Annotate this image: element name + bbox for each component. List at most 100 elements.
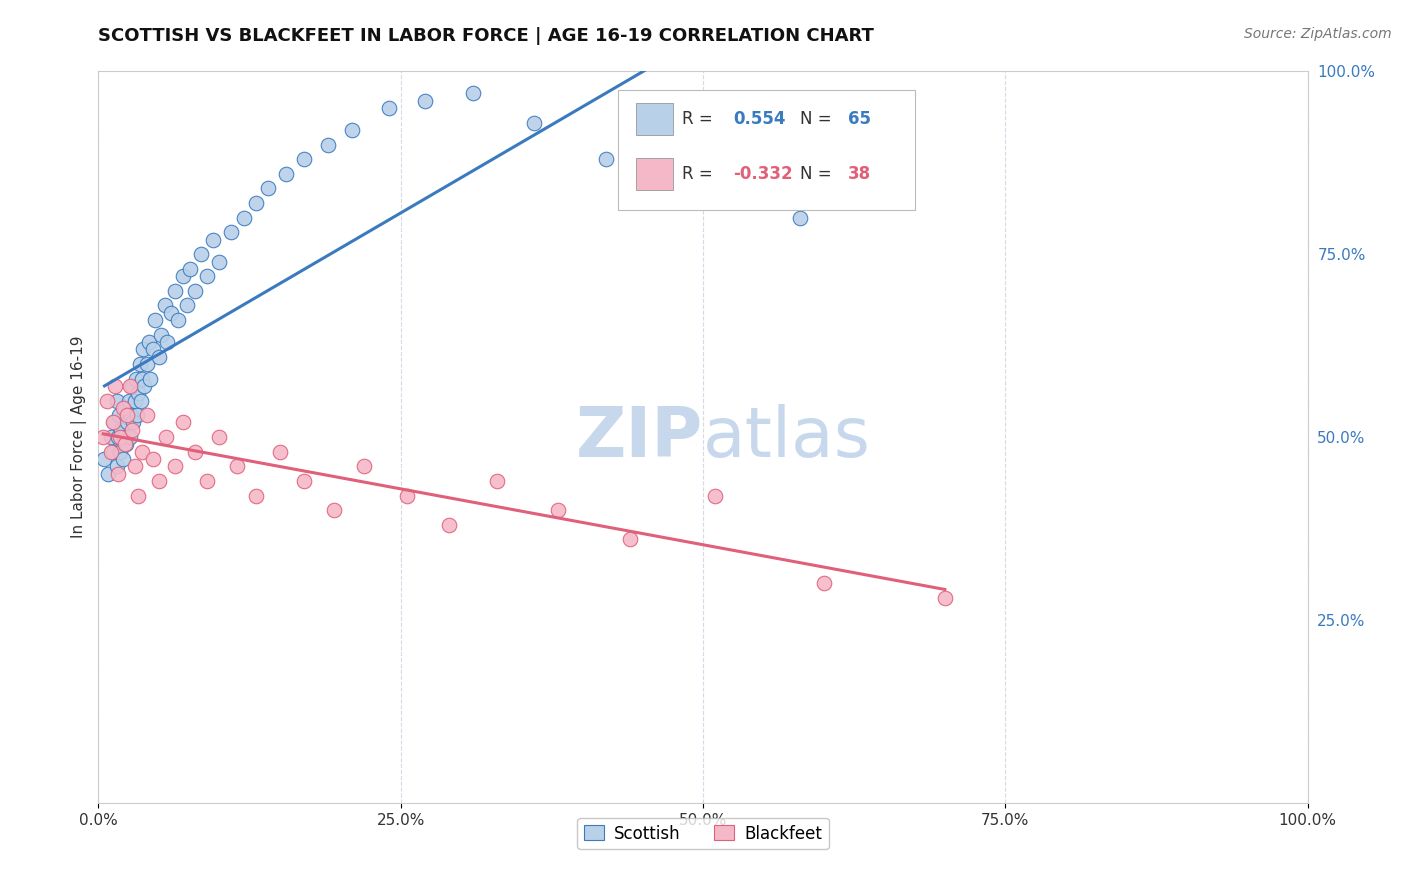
Point: [934, 591, 956, 605]
Point: [117, 416, 139, 430]
Point: [342, 123, 364, 137]
Point: [122, 416, 145, 430]
Point: [105, 459, 128, 474]
Text: ZIP: ZIP: [575, 403, 703, 471]
FancyBboxPatch shape: [619, 90, 915, 211]
Point: [547, 503, 569, 517]
Text: R =: R =: [682, 165, 718, 183]
Bar: [637, 158, 672, 190]
Point: [413, 94, 436, 108]
Point: [105, 393, 128, 408]
Text: N =: N =: [800, 165, 837, 183]
Point: [107, 430, 129, 444]
Point: [148, 474, 170, 488]
Text: 65: 65: [848, 110, 872, 128]
Text: N =: N =: [800, 110, 837, 128]
Point: [118, 393, 141, 408]
Text: 38: 38: [848, 165, 872, 183]
Point: [108, 430, 131, 444]
Point: [115, 437, 138, 451]
Point: [813, 576, 835, 591]
Point: [163, 459, 186, 474]
Point: [195, 474, 218, 488]
Point: [114, 401, 136, 415]
Point: [101, 416, 124, 430]
Y-axis label: In Labor Force | Age 16-19: In Labor Force | Age 16-19: [72, 335, 87, 539]
Point: [195, 269, 218, 284]
Point: [190, 247, 212, 261]
Point: [107, 467, 129, 481]
Point: [245, 489, 267, 503]
Point: [316, 137, 339, 152]
Point: [167, 313, 190, 327]
Point: [131, 371, 153, 385]
Point: [184, 284, 207, 298]
Point: [101, 444, 124, 458]
Point: [110, 423, 132, 437]
Point: [172, 416, 194, 430]
Point: [104, 379, 127, 393]
Point: [208, 430, 231, 444]
Point: [292, 474, 315, 488]
Point: [127, 386, 149, 401]
Point: [114, 437, 136, 451]
Point: [176, 298, 198, 312]
Point: [221, 225, 243, 239]
Point: [163, 284, 186, 298]
Point: [125, 371, 148, 385]
Point: [131, 444, 153, 458]
Point: [155, 430, 177, 444]
Point: [117, 408, 139, 422]
Point: [153, 298, 176, 312]
Point: [143, 313, 166, 327]
Point: [160, 306, 183, 320]
Point: [323, 503, 346, 517]
Point: [208, 254, 231, 268]
Point: [437, 517, 460, 532]
Point: [108, 444, 131, 458]
Point: [704, 489, 727, 503]
Point: [138, 334, 160, 349]
Text: Source: ZipAtlas.com: Source: ZipAtlas.com: [1244, 27, 1392, 41]
Point: [135, 408, 157, 422]
Point: [118, 379, 141, 393]
Point: [129, 393, 152, 408]
Point: [679, 174, 702, 188]
Point: [486, 474, 509, 488]
Point: [232, 211, 254, 225]
Point: [111, 452, 134, 467]
Point: [118, 430, 141, 444]
Point: [179, 261, 201, 276]
Point: [91, 430, 114, 444]
Text: -0.332: -0.332: [734, 165, 793, 183]
Point: [377, 101, 399, 115]
Point: [142, 452, 165, 467]
Point: [292, 152, 315, 166]
Bar: [637, 103, 672, 135]
Point: [353, 459, 375, 474]
Point: [150, 327, 173, 342]
Point: [124, 459, 146, 474]
Point: [121, 379, 143, 393]
Point: [156, 334, 179, 349]
Point: [245, 196, 267, 211]
Point: [139, 371, 162, 385]
Point: [121, 423, 143, 437]
Point: [202, 233, 225, 247]
Point: [142, 343, 165, 357]
Text: 0.554: 0.554: [734, 110, 786, 128]
Point: [274, 167, 297, 181]
Point: [148, 350, 170, 364]
Point: [523, 115, 546, 129]
Point: [124, 393, 146, 408]
Point: [96, 393, 118, 408]
Legend: Scottish, Blackfeet: Scottish, Blackfeet: [578, 818, 828, 849]
Point: [111, 401, 134, 415]
Point: [463, 87, 485, 101]
Point: [595, 152, 617, 166]
Point: [619, 533, 641, 547]
Text: SCOTTISH VS BLACKFEET IN LABOR FORCE | AGE 16-19 CORRELATION CHART: SCOTTISH VS BLACKFEET IN LABOR FORCE | A…: [98, 27, 875, 45]
Point: [100, 444, 122, 458]
Point: [127, 408, 149, 422]
Text: R =: R =: [682, 110, 718, 128]
